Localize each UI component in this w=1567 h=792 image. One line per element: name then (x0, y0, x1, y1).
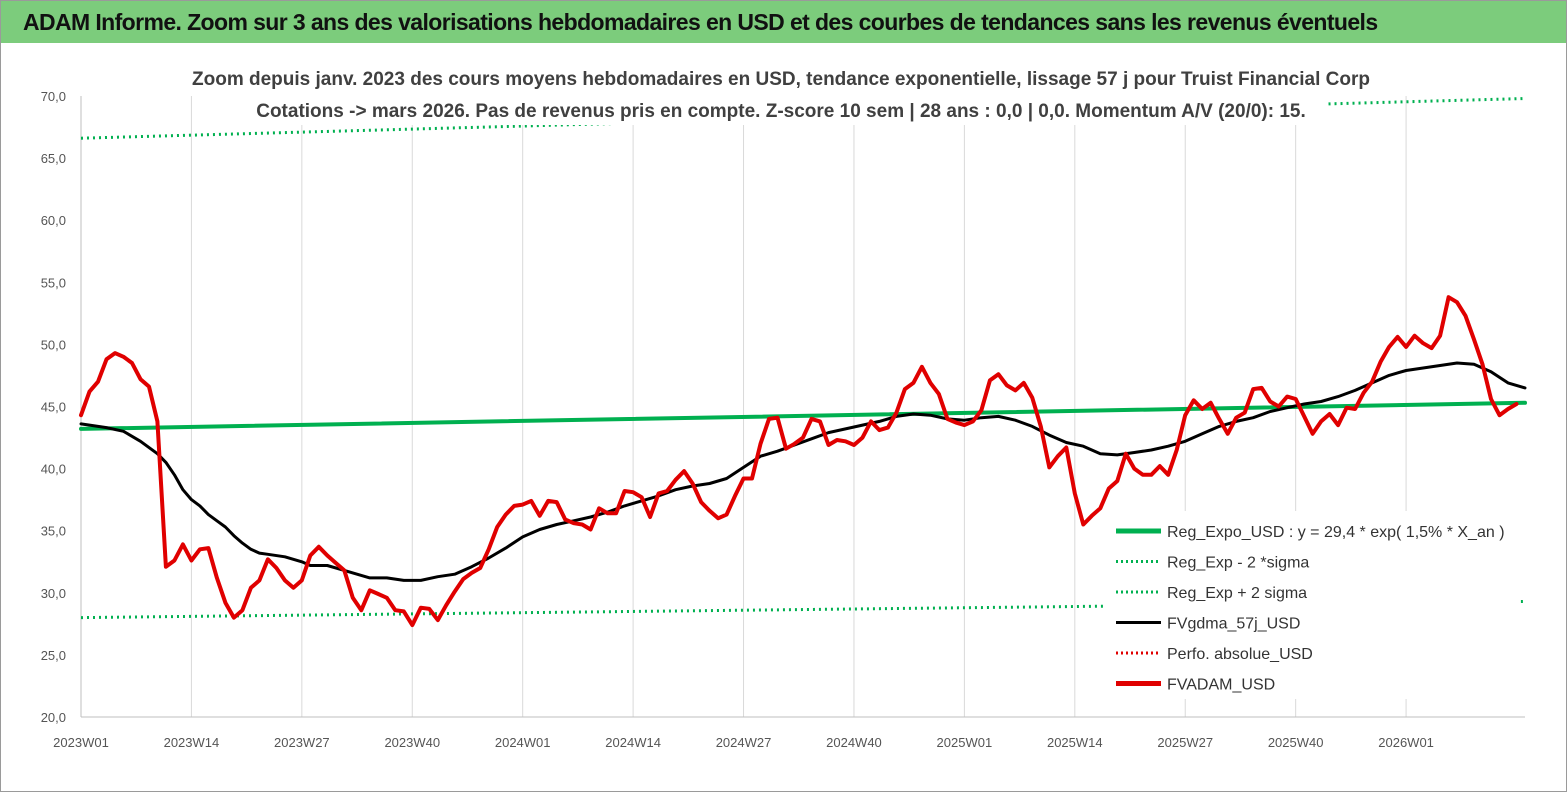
x-tick-label: 2025W14 (1047, 735, 1103, 750)
y-tick-label: 40,0 (41, 462, 66, 477)
y-tick-label: 65,0 (41, 151, 66, 166)
report-title: ADAM Informe. Zoom sur 3 ans des valoris… (23, 9, 1378, 35)
legend-label: FVADAM_USD (1167, 677, 1275, 694)
y-tick-label: 50,0 (41, 337, 66, 352)
series-line (79, 295, 1519, 628)
chart-subtitle: Cotations -> mars 2026. Pas de revenus p… (256, 101, 1306, 122)
x-tick-label: 2025W40 (1268, 735, 1324, 750)
x-tick-label: 2024W40 (826, 735, 882, 750)
x-tick-label: 2025W27 (1157, 735, 1213, 750)
chart-title: Zoom depuis janv. 2023 des cours moyens … (192, 69, 1370, 90)
report-banner: ADAM Informe. Zoom sur 3 ans des valoris… (1, 1, 1566, 43)
y-tick-label: 60,0 (41, 213, 66, 228)
legend-label: Reg_Exp - 2 *sigma (1167, 555, 1309, 572)
x-tick-label: 2026W01 (1378, 735, 1434, 750)
series-lines (79, 97, 1527, 628)
y-tick-label: 20,0 (41, 710, 66, 725)
y-tick-label: 25,0 (41, 648, 66, 663)
series-line (80, 97, 1526, 140)
x-tick-label: 2023W40 (384, 735, 440, 750)
legend-background (1106, 511, 1518, 699)
x-tick-label: 2024W01 (495, 735, 551, 750)
legend-label: Reg_Exp + 2 sigma (1167, 585, 1307, 602)
y-tick-labels: 20,0 25,0 30,0 35,0 40,0 45,0 50,0 55,0 60,0 65,0… (41, 89, 66, 725)
legend-label: FVgdma_57j_USD (1167, 616, 1300, 633)
x-tick-labels: 2023W01 2023W14 2023W27 2023W40 2024W01 2024W… (53, 735, 1434, 750)
legend: Reg_Expo_USD : y = 29,4 * exp( 1,5% * X_… (1106, 511, 1518, 699)
series-line (79, 361, 1527, 582)
y-tick-label: 55,0 (41, 275, 66, 290)
x-tick-label: 2023W01 (53, 735, 109, 750)
x-tick-label: 2024W27 (716, 735, 772, 750)
x-tick-label: 2025W01 (937, 735, 993, 750)
x-tick-label: 2023W27 (274, 735, 330, 750)
y-tick-label: 35,0 (41, 524, 66, 539)
legend-label: Reg_Expo_USD : y = 29,4 * exp( 1,5% * X_… (1167, 524, 1505, 541)
series-line (80, 600, 1526, 620)
title-background (237, 63, 1327, 125)
x-tick-label: 2024W14 (605, 735, 661, 750)
x-tick-label: 2023W14 (164, 735, 220, 750)
legend-label: Perfo. absolue_USD (1167, 646, 1313, 663)
y-tick-label: 30,0 (41, 586, 66, 601)
y-tick-label: 45,0 (41, 400, 66, 415)
y-tick-label: 70,0 (41, 89, 66, 104)
